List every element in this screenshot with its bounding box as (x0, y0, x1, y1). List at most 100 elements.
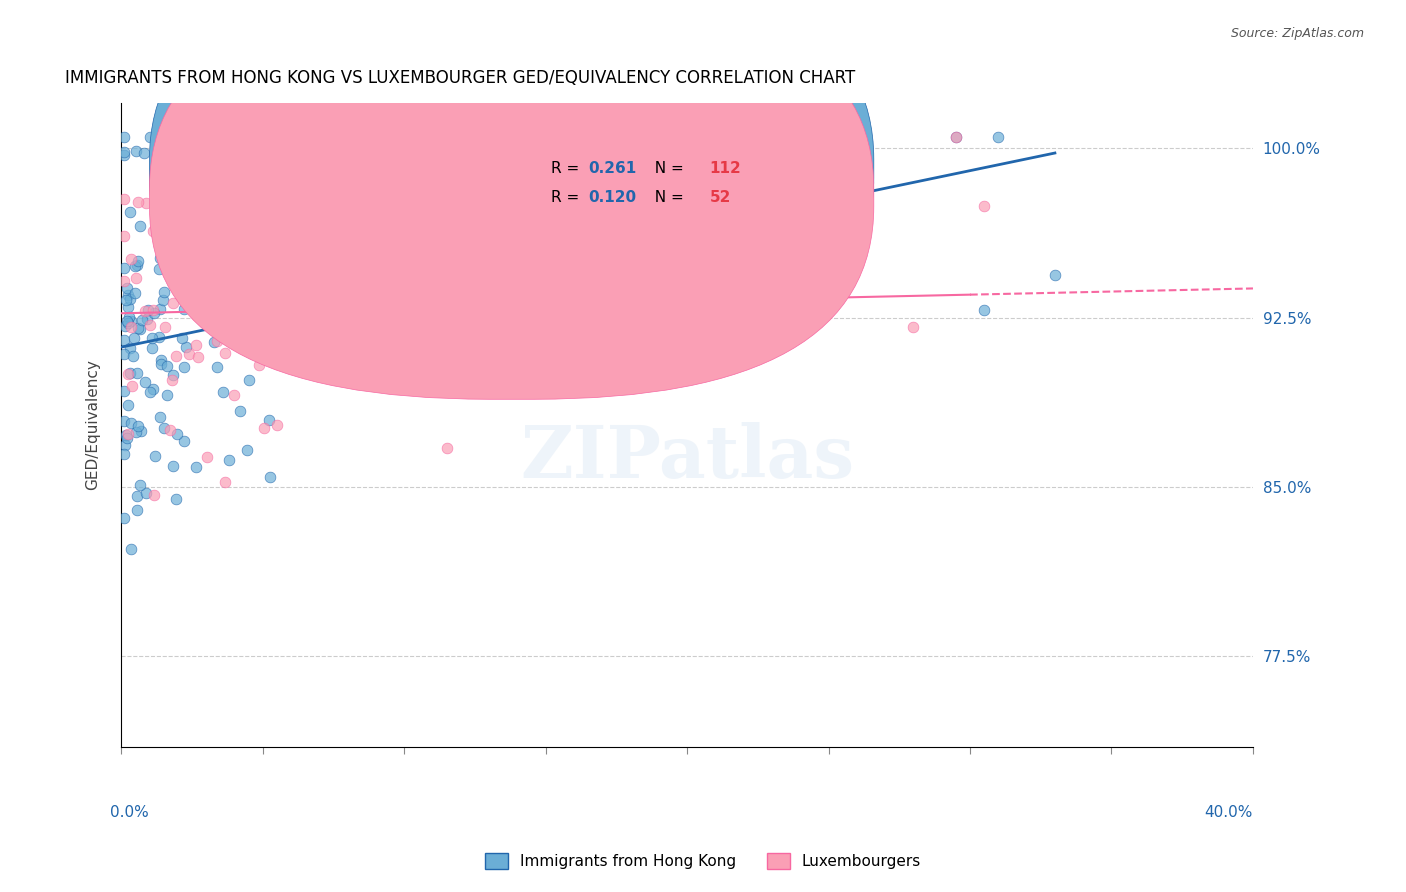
Immigrants from Hong Kong (141, 341, 163, 355)
Immigrants from Hong Kong (127, 254, 149, 268)
Immigrants from Hong Kong (195, 227, 218, 241)
Text: ZIPatlas: ZIPatlas (520, 422, 853, 492)
Immigrants from Hong Kong (115, 313, 138, 327)
Luxembourgers (177, 346, 200, 360)
Text: 0.120: 0.120 (589, 190, 637, 205)
Immigrants from Hong Kong (118, 310, 141, 325)
Immigrants from Hong Kong (236, 443, 259, 458)
Text: Source: ZipAtlas.com: Source: ZipAtlas.com (1230, 27, 1364, 40)
Immigrants from Hong Kong (205, 360, 228, 375)
Luxembourgers (214, 475, 236, 489)
Luxembourgers (139, 318, 162, 333)
Luxembourgers (142, 303, 165, 318)
Luxembourgers (112, 192, 135, 206)
Immigrants from Hong Kong (973, 302, 995, 317)
Immigrants from Hong Kong (112, 130, 135, 145)
Immigrants from Hong Kong (294, 286, 316, 301)
Immigrants from Hong Kong (179, 295, 201, 310)
Immigrants from Hong Kong (118, 293, 141, 307)
Immigrants from Hong Kong (173, 434, 195, 449)
Immigrants from Hong Kong (153, 285, 176, 300)
Immigrants from Hong Kong (187, 141, 209, 155)
Immigrants from Hong Kong (945, 130, 967, 145)
Immigrants from Hong Kong (194, 227, 217, 242)
Luxembourgers (247, 359, 270, 373)
Immigrants from Hong Kong (149, 357, 172, 371)
Immigrants from Hong Kong (186, 299, 208, 313)
Immigrants from Hong Kong (148, 262, 170, 277)
Immigrants from Hong Kong (127, 321, 149, 335)
Immigrants from Hong Kong (162, 458, 184, 473)
Immigrants from Hong Kong (174, 155, 197, 169)
Immigrants from Hong Kong (112, 346, 135, 360)
Immigrants from Hong Kong (156, 388, 179, 402)
Immigrants from Hong Kong (129, 425, 152, 439)
Luxembourgers (232, 322, 254, 336)
Luxembourgers (172, 169, 194, 183)
Immigrants from Hong Kong (134, 146, 156, 161)
Luxembourgers (135, 195, 157, 210)
Luxembourgers (283, 136, 305, 150)
Text: 52: 52 (710, 190, 731, 205)
Immigrants from Hong Kong (165, 492, 187, 507)
Luxembourgers (121, 379, 143, 393)
Immigrants from Hong Kong (152, 293, 174, 307)
Immigrants from Hong Kong (118, 367, 141, 381)
Immigrants from Hong Kong (112, 260, 135, 275)
Immigrants from Hong Kong (143, 306, 166, 320)
Immigrants from Hong Kong (128, 478, 150, 492)
Immigrants from Hong Kong (121, 349, 143, 363)
Immigrants from Hong Kong (136, 312, 159, 326)
Immigrants from Hong Kong (153, 421, 176, 435)
Luxembourgers (142, 224, 165, 238)
Immigrants from Hong Kong (115, 428, 138, 442)
Luxembourgers (201, 226, 224, 240)
Luxembourgers (436, 442, 458, 456)
Luxembourgers (194, 277, 217, 292)
Luxembourgers (170, 213, 193, 227)
Luxembourgers (184, 338, 207, 352)
Text: N =: N = (645, 161, 689, 177)
Immigrants from Hong Kong (166, 426, 188, 441)
Immigrants from Hong Kong (173, 359, 195, 374)
Luxembourgers (266, 417, 288, 432)
Immigrants from Hong Kong (149, 409, 172, 424)
Immigrants from Hong Kong (120, 314, 142, 328)
Immigrants from Hong Kong (118, 342, 141, 356)
Immigrants from Hong Kong (125, 366, 148, 380)
Luxembourgers (120, 319, 142, 334)
Text: IMMIGRANTS FROM HONG KONG VS LUXEMBOURGER GED/EQUIVALENCY CORRELATION CHART: IMMIGRANTS FROM HONG KONG VS LUXEMBOURGE… (65, 69, 855, 87)
Immigrants from Hong Kong (156, 359, 179, 373)
Luxembourgers (259, 332, 281, 346)
Immigrants from Hong Kong (163, 247, 186, 261)
Luxembourgers (173, 130, 195, 145)
Immigrants from Hong Kong (114, 438, 136, 452)
Luxembourgers (160, 373, 183, 387)
Immigrants from Hong Kong (135, 485, 157, 500)
Legend: Immigrants from Hong Kong, Luxembourgers: Immigrants from Hong Kong, Luxembourgers (479, 847, 927, 875)
Immigrants from Hong Kong (117, 398, 139, 412)
Immigrants from Hong Kong (125, 503, 148, 517)
Luxembourgers (205, 334, 228, 348)
Immigrants from Hong Kong (166, 237, 188, 252)
Immigrants from Hong Kong (259, 413, 281, 427)
Immigrants from Hong Kong (184, 459, 207, 474)
Luxembourgers (903, 319, 925, 334)
Immigrants from Hong Kong (238, 373, 260, 387)
Immigrants from Hong Kong (173, 301, 195, 316)
Luxembourgers (112, 274, 135, 288)
Immigrants from Hong Kong (112, 147, 135, 161)
Luxembourgers (195, 308, 218, 322)
Immigrants from Hong Kong (117, 288, 139, 302)
Immigrants from Hong Kong (112, 384, 135, 398)
Immigrants from Hong Kong (166, 265, 188, 279)
Immigrants from Hong Kong (117, 300, 139, 314)
Immigrants from Hong Kong (115, 281, 138, 295)
Immigrants from Hong Kong (173, 170, 195, 185)
Immigrants from Hong Kong (141, 331, 163, 345)
Immigrants from Hong Kong (155, 246, 177, 260)
Luxembourgers (184, 138, 207, 153)
Luxembourgers (224, 326, 246, 340)
Immigrants from Hong Kong (129, 219, 152, 233)
Immigrants from Hong Kong (148, 330, 170, 344)
